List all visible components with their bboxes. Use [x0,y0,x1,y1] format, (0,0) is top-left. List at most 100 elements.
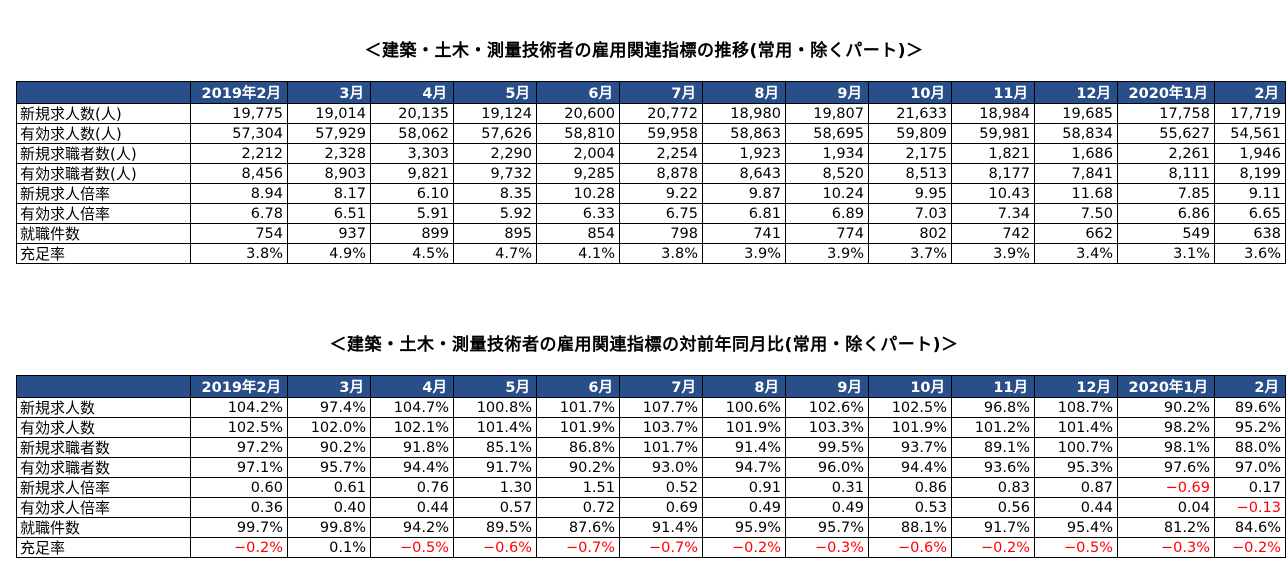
table-row: 有効求人数(人) 57,304 57,929 58,062 57,626 58,810 59… [16,123,1286,144]
table-cell: 6.89 [785,203,869,224]
column-header: 6月 [536,81,620,104]
table-cell: 0.87 [1034,477,1118,498]
table-cell: 8,878 [619,163,703,184]
table-cell: 9,285 [536,163,620,184]
table-cell: 7.03 [868,203,952,224]
column-header: 2020年1月 [1117,375,1215,398]
table-cell: 0.91 [702,477,786,498]
table-cell: 58,695 [785,123,869,144]
table-cell: 20,600 [536,103,620,124]
table-cell: 7,841 [1034,163,1118,184]
table-cell: 97.2% [190,437,288,458]
column-header: 12月 [1034,81,1118,104]
table-cell: 549 [1117,223,1215,244]
table-cell: 0.49 [785,497,869,518]
table-cell: 0.61 [287,477,371,498]
table-cell: 81.2% [1117,517,1215,538]
column-header: 7月 [619,375,703,398]
table-cell: −0.7% [536,537,620,558]
column-header: 10月 [868,375,952,398]
column-header: 10月 [868,81,952,104]
table-cell: 0.69 [619,497,703,518]
table-cell: 0.76 [370,477,454,498]
table-row: 有効求人倍率 0.36 0.40 0.44 0.57 0.72 0.69 0.49 0.49 0.… [16,497,1286,518]
table-cell: 101.7% [536,397,620,418]
table-cell: −0.5% [1034,537,1118,558]
table-cell: 6.86 [1117,203,1215,224]
table-cell: 58,863 [702,123,786,144]
table-cell: 94.7% [702,457,786,478]
table-row: 新規求人数 104.2% 97.4% 104.7% 100.8% 101.7% 107.7%… [16,397,1286,418]
table-cell: 104.2% [190,397,288,418]
table-cell: 1,946 [1214,143,1286,164]
table-cell: 662 [1034,223,1118,244]
table-cell: 3.8% [619,243,703,264]
table-cell: 91.7% [453,457,537,478]
table-cell: 86.8% [536,437,620,458]
table-row: 就職件数 99.7% 99.8% 94.2% 89.5% 87.6% 91.4% 95.9% 9… [16,517,1286,538]
table-row: 有効求職者数(人) 8,456 8,903 9,821 9,732 9,285 8,878 8… [16,163,1286,184]
table-cell: 7.85 [1117,183,1215,204]
table-cell: 87.6% [536,517,620,538]
table-cell: −0.6% [453,537,537,558]
table-cell: 4.5% [370,243,454,264]
table-cell: 101.9% [702,417,786,438]
table-cell: 19,775 [190,103,288,124]
column-header: 6月 [536,375,620,398]
table-row: 新規求人倍率 8.94 8.17 6.10 8.35 10.28 9.22 9.87 10.24… [16,183,1286,204]
table-cell: 854 [536,223,620,244]
row-label: 有効求人数(人) [16,123,191,144]
table-cell: 6.51 [287,203,371,224]
table-cell: 95.3% [1034,457,1118,478]
column-header: 8月 [702,81,786,104]
table-cell: 96.0% [785,457,869,478]
table-cell: 57,304 [190,123,288,144]
table-cell: 8,520 [785,163,869,184]
table-cell: 8,456 [190,163,288,184]
table-cell: 100.6% [702,397,786,418]
table-cell: 4.7% [453,243,537,264]
table-cell: 97.1% [190,457,288,478]
table-cell: 89.1% [951,437,1035,458]
table-cell: 0.57 [453,497,537,518]
table-cell: 103.7% [619,417,703,438]
table-cell: 4.9% [287,243,371,264]
table-cell: 3.6% [1214,243,1286,264]
table-cell: 107.7% [619,397,703,418]
row-label: 有効求人数 [16,417,191,438]
table-cell: −0.2% [702,537,786,558]
table-cell: 11.68 [1034,183,1118,204]
column-header: 8月 [702,375,786,398]
table-cell: 3.4% [1034,243,1118,264]
table-cell: 2,290 [453,143,537,164]
table-cell: 99.7% [190,517,288,538]
table-cell: 100.8% [453,397,537,418]
table-cell: 8,903 [287,163,371,184]
table-cell: 89.6% [1214,397,1286,418]
table-cell: 0.36 [190,497,288,518]
table-cell: −0.2% [951,537,1035,558]
table-cell: 0.04 [1117,497,1215,518]
table-cell: 17,758 [1117,103,1215,124]
table-cell: 774 [785,223,869,244]
table-cell: 798 [619,223,703,244]
table-cell: 3.8% [190,243,288,264]
table-cell: 0.56 [951,497,1035,518]
table-cell: 937 [287,223,371,244]
table-cell: 101.9% [868,417,952,438]
table-cell: 0.40 [287,497,371,518]
table-cell: 3.9% [702,243,786,264]
table-cell: 91.8% [370,437,454,458]
table-cell: 95.9% [702,517,786,538]
table-cell: 2,261 [1117,143,1215,164]
table-cell: 88.1% [868,517,952,538]
table-cell: 90.2% [287,437,371,458]
table-cell: 94.4% [868,457,952,478]
table-cell: 85.1% [453,437,537,458]
table2-body: 新規求人数 104.2% 97.4% 104.7% 100.8% 101.7% 107.7%… [16,397,1286,558]
table-cell: 55,627 [1117,123,1215,144]
table-cell: −0.6% [868,537,952,558]
table-row: 有効求人倍率 6.78 6.51 5.91 5.92 6.33 6.75 6.81 6.89 7.… [16,203,1286,224]
table-cell: 19,014 [287,103,371,124]
table-cell: 9.22 [619,183,703,204]
